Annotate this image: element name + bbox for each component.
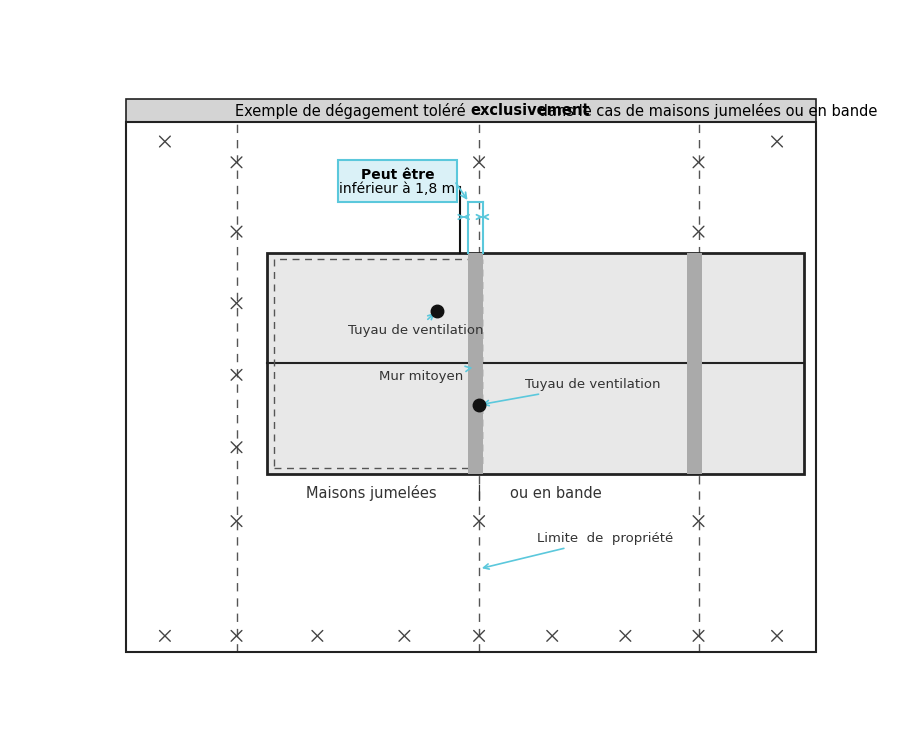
Text: Tuyau de ventilation: Tuyau de ventilation [348,314,483,337]
Bar [274,259,482,468]
Text: Limite  de  propriété: Limite de propriété [483,532,673,569]
Text: Exemple de dégagement toléré: Exemple de dégagement toléré [235,103,471,119]
Text: Peut être: Peut être [360,167,435,181]
Bar [127,99,815,123]
Text: Mur mitoyen: Mur mitoyen [379,366,471,383]
Text: Tuyau de ventilation: Tuyau de ventilation [483,378,661,406]
Text: Maisons jumelées: Maisons jumelées [306,485,437,502]
Bar [468,253,482,474]
Text: ou en bande: ou en bande [510,486,602,501]
Text: exclusivement: exclusivement [471,103,590,118]
FancyBboxPatch shape [338,160,457,201]
Bar [267,253,804,474]
Bar [687,253,702,474]
Text: dans le cas de maisons jumelées ou en bande: dans le cas de maisons jumelées ou en ba… [534,103,877,119]
Text: |: | [477,485,482,502]
Text: inférieur à 1,8 m: inférieur à 1,8 m [339,182,456,196]
